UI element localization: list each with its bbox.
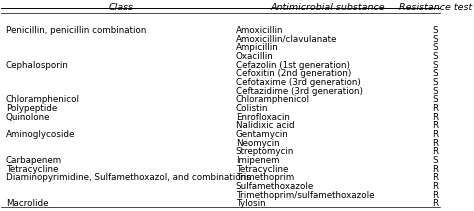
Text: Chloramphenicol: Chloramphenicol [6, 95, 80, 104]
Text: S: S [432, 95, 438, 104]
Text: S: S [432, 78, 438, 87]
Text: R: R [432, 191, 438, 200]
Text: Tetracycline: Tetracycline [6, 165, 58, 174]
Text: R: R [432, 182, 438, 191]
Text: Trimethoprim/sulfamethoxazole: Trimethoprim/sulfamethoxazole [236, 191, 374, 200]
Text: Amoxicillin/clavulanate: Amoxicillin/clavulanate [236, 35, 337, 43]
Text: R: R [432, 139, 438, 147]
Text: Neomycin: Neomycin [236, 139, 280, 147]
Text: Colistin: Colistin [236, 104, 268, 113]
Text: Polypeptide: Polypeptide [6, 104, 57, 113]
Text: Amoxicillin: Amoxicillin [236, 26, 283, 35]
Text: R: R [432, 104, 438, 113]
Text: Quinolone: Quinolone [6, 112, 50, 122]
Text: R: R [432, 147, 438, 156]
Text: Oxacillin: Oxacillin [236, 52, 273, 61]
Text: Penicillin, penicillin combination: Penicillin, penicillin combination [6, 26, 146, 35]
Text: S: S [432, 87, 438, 96]
Text: Tylosin: Tylosin [236, 199, 265, 208]
Text: Streptomycin: Streptomycin [236, 147, 294, 156]
Text: Sulfamethoxazole: Sulfamethoxazole [236, 182, 314, 191]
Text: Nalidixic acid: Nalidixic acid [236, 121, 294, 130]
Text: Chloramphenicol: Chloramphenicol [236, 95, 310, 104]
Text: Trimethoprim: Trimethoprim [236, 173, 294, 182]
Text: S: S [432, 61, 438, 70]
Text: Tetracycline: Tetracycline [236, 165, 288, 174]
Text: Cefazolin (1st generation): Cefazolin (1st generation) [236, 61, 350, 70]
Text: S: S [432, 52, 438, 61]
Text: R: R [432, 165, 438, 174]
Text: R: R [432, 199, 438, 208]
Text: S: S [432, 69, 438, 78]
Text: Carbapenem: Carbapenem [6, 156, 62, 165]
Text: Imipenem: Imipenem [236, 156, 279, 165]
Text: Antimicrobial substance: Antimicrobial substance [271, 3, 385, 12]
Text: S: S [432, 156, 438, 165]
Text: Ampicillin: Ampicillin [236, 43, 279, 52]
Text: Gentamycin: Gentamycin [236, 130, 289, 139]
Text: Cefoxitin (2nd generation): Cefoxitin (2nd generation) [236, 69, 351, 78]
Text: Enrofloxacin: Enrofloxacin [236, 112, 290, 122]
Text: R: R [432, 121, 438, 130]
Text: Aminoglycoside: Aminoglycoside [6, 130, 75, 139]
Text: R: R [432, 130, 438, 139]
Text: R: R [432, 112, 438, 122]
Text: Resistance test: Resistance test [399, 3, 472, 12]
Text: Macrolide: Macrolide [6, 199, 48, 208]
Text: S: S [432, 26, 438, 35]
Text: Ceftazidime (3rd generation): Ceftazidime (3rd generation) [236, 87, 363, 96]
Text: S: S [432, 43, 438, 52]
Text: Class: Class [108, 3, 133, 12]
Text: Cephalosporin: Cephalosporin [6, 61, 69, 70]
Text: Diaminopyrimidine, Sulfamethoxazol, and combinations: Diaminopyrimidine, Sulfamethoxazol, and … [6, 173, 251, 182]
Text: S: S [432, 35, 438, 43]
Text: R: R [432, 173, 438, 182]
Text: Cefotaxime (3rd generation): Cefotaxime (3rd generation) [236, 78, 361, 87]
